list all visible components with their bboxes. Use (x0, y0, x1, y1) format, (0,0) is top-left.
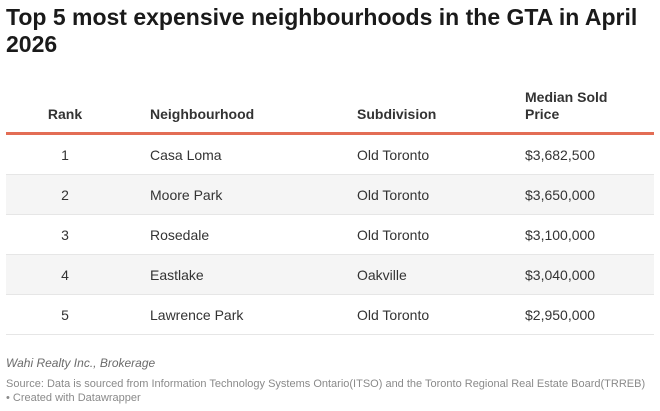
column-header-subdivision[interactable]: Subdivision (357, 106, 437, 122)
neighbourhood-cell: Rosedale (150, 227, 210, 243)
neighbourhood-cell: Eastlake (150, 267, 204, 283)
rank-cell: 4 (61, 267, 69, 283)
subdivision-cell: Old Toronto (357, 227, 430, 243)
table-row: 3 Rosedale Old Toronto $3,100,000 (6, 215, 654, 255)
price-cell: $3,650,000 (525, 187, 596, 203)
neighbourhood-cell: Casa Loma (150, 147, 222, 163)
table-header: Rank Neighbourhood Subdivision Median So… (6, 86, 654, 135)
subdivision-cell: Old Toronto (357, 307, 430, 323)
table-row: 1 Casa Loma Old Toronto $3,682,500 (6, 135, 654, 175)
rank-cell: 1 (61, 147, 69, 163)
rank-cell: 3 (61, 227, 69, 243)
column-header-rank[interactable]: Rank (47, 106, 83, 122)
price-cell: $3,100,000 (525, 227, 596, 243)
table-row: 4 Eastlake Oakville $3,040,000 (6, 255, 654, 295)
neighbourhood-cell: Lawrence Park (150, 307, 244, 323)
source-note: Source: Data is sourced from Information… (6, 378, 646, 404)
price-cell: $3,682,500 (525, 147, 596, 163)
subdivision-cell: Old Toronto (357, 147, 430, 163)
table-row: 2 Moore Park Old Toronto $3,650,000 (6, 175, 654, 215)
subdivision-cell: Old Toronto (357, 187, 430, 203)
column-header-neighbourhood[interactable]: Neighbourhood (150, 106, 255, 122)
neighbourhood-cell: Moore Park (150, 187, 223, 203)
price-cell: $3,040,000 (525, 267, 596, 283)
subdivision-cell: Oakville (357, 267, 407, 283)
price-cell: $2,950,000 (525, 307, 596, 323)
data-table: Rank Neighbourhood Subdivision Median So… (6, 86, 654, 335)
rank-cell: 2 (61, 187, 69, 203)
column-header-median-sold-price[interactable]: Median Sold Price (525, 89, 608, 122)
chart-title: Top 5 most expensive neighbourhoods in t… (6, 4, 638, 57)
rank-cell: 5 (61, 307, 69, 323)
credit-text: Wahi Realty Inc., Brokerage (6, 356, 156, 370)
table-row: 5 Lawrence Park Old Toronto $2,950,000 (6, 295, 654, 335)
